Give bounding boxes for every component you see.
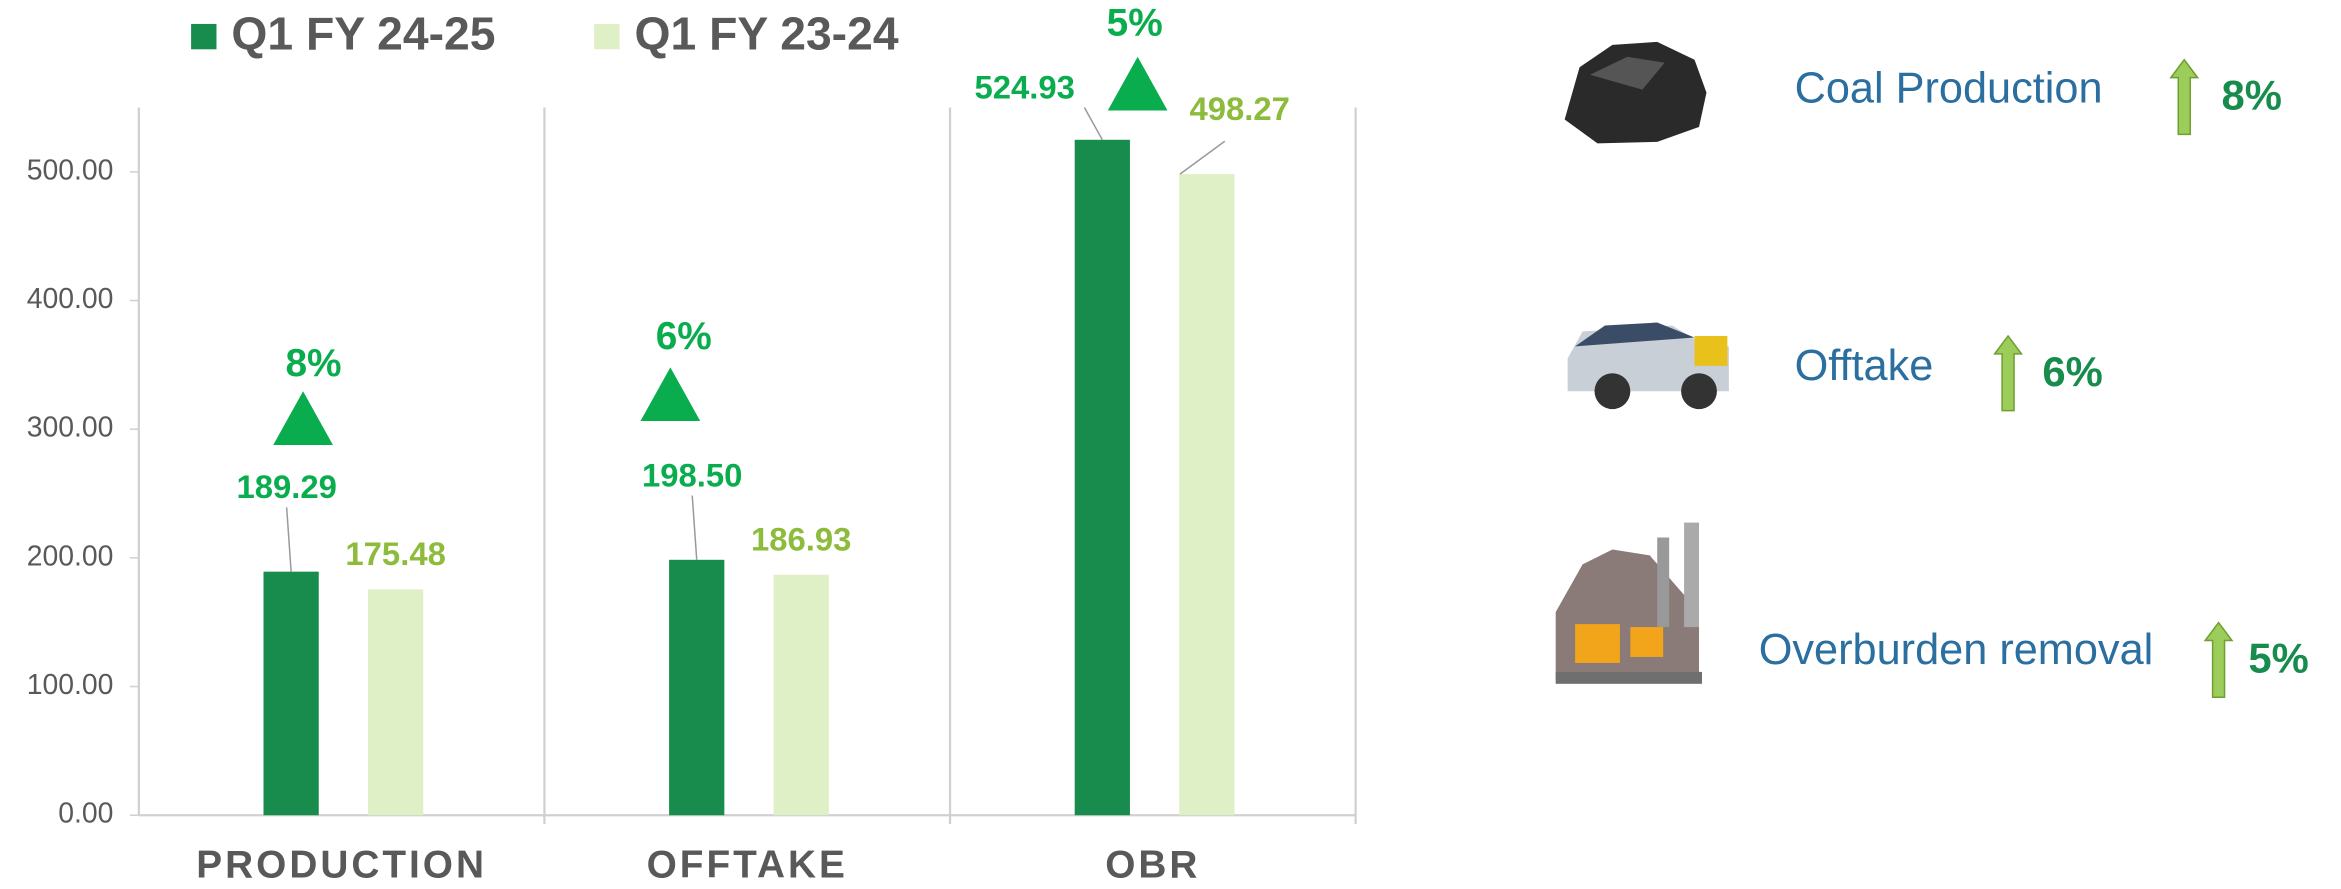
y-tick-label: 100.00 <box>27 669 114 701</box>
bar <box>669 559 725 816</box>
x-tick-label: OFFTAKE <box>647 844 848 887</box>
growth-triangle <box>640 367 701 422</box>
x-tick-label: PRODUCTION <box>196 844 487 887</box>
value-label: 498.27 <box>1189 90 1289 127</box>
y-tick-label: 500.00 <box>27 154 114 186</box>
summary-label: Offtake <box>1795 342 1934 390</box>
value-label: 198.50 <box>642 456 742 493</box>
bar <box>773 574 829 816</box>
leader-line <box>285 507 292 572</box>
value-label: 189.29 <box>236 468 336 505</box>
leader-line <box>1179 140 1226 175</box>
coal-icon <box>1564 41 1707 144</box>
up-arrow <box>2169 58 2200 136</box>
value-label: 175.48 <box>345 535 445 572</box>
summary-change: 5% <box>2248 634 2308 681</box>
growth-triangle <box>273 391 333 445</box>
mine-icon <box>1555 522 1703 684</box>
growth-label: 5% <box>1107 2 1163 45</box>
up-arrow <box>2203 621 2234 699</box>
leader-line <box>1083 107 1103 141</box>
summary-label: Coal Production <box>1795 65 2103 113</box>
legend-label: Q1 FY 24-25 <box>231 8 495 60</box>
summary-change: 6% <box>2042 348 2102 395</box>
legend-label: Q1 FY 23-24 <box>635 8 899 60</box>
up-arrow <box>1993 334 2023 412</box>
truck-icon <box>1567 322 1729 410</box>
growth-label: 6% <box>656 315 712 358</box>
growth-label: 8% <box>285 342 341 385</box>
bar <box>1074 139 1130 816</box>
leader-line <box>691 495 698 560</box>
value-label: 186.93 <box>751 521 851 558</box>
bar <box>1179 174 1235 816</box>
bar <box>263 571 319 816</box>
y-tick-label: 0.00 <box>58 798 113 830</box>
summary-change: 8% <box>2222 72 2282 119</box>
y-tick-label: 300.00 <box>27 412 114 444</box>
y-tick-label: 200.00 <box>27 540 114 572</box>
x-tick-label: OBR <box>1105 844 1200 887</box>
growth-triangle <box>1107 56 1168 111</box>
bar <box>368 589 424 816</box>
legend-swatch <box>191 23 217 50</box>
legend-swatch <box>594 23 620 50</box>
summary-label: Overburden removal <box>1759 626 2154 674</box>
y-tick-label: 400.00 <box>27 283 114 315</box>
value-label: 524.93 <box>974 68 1074 105</box>
